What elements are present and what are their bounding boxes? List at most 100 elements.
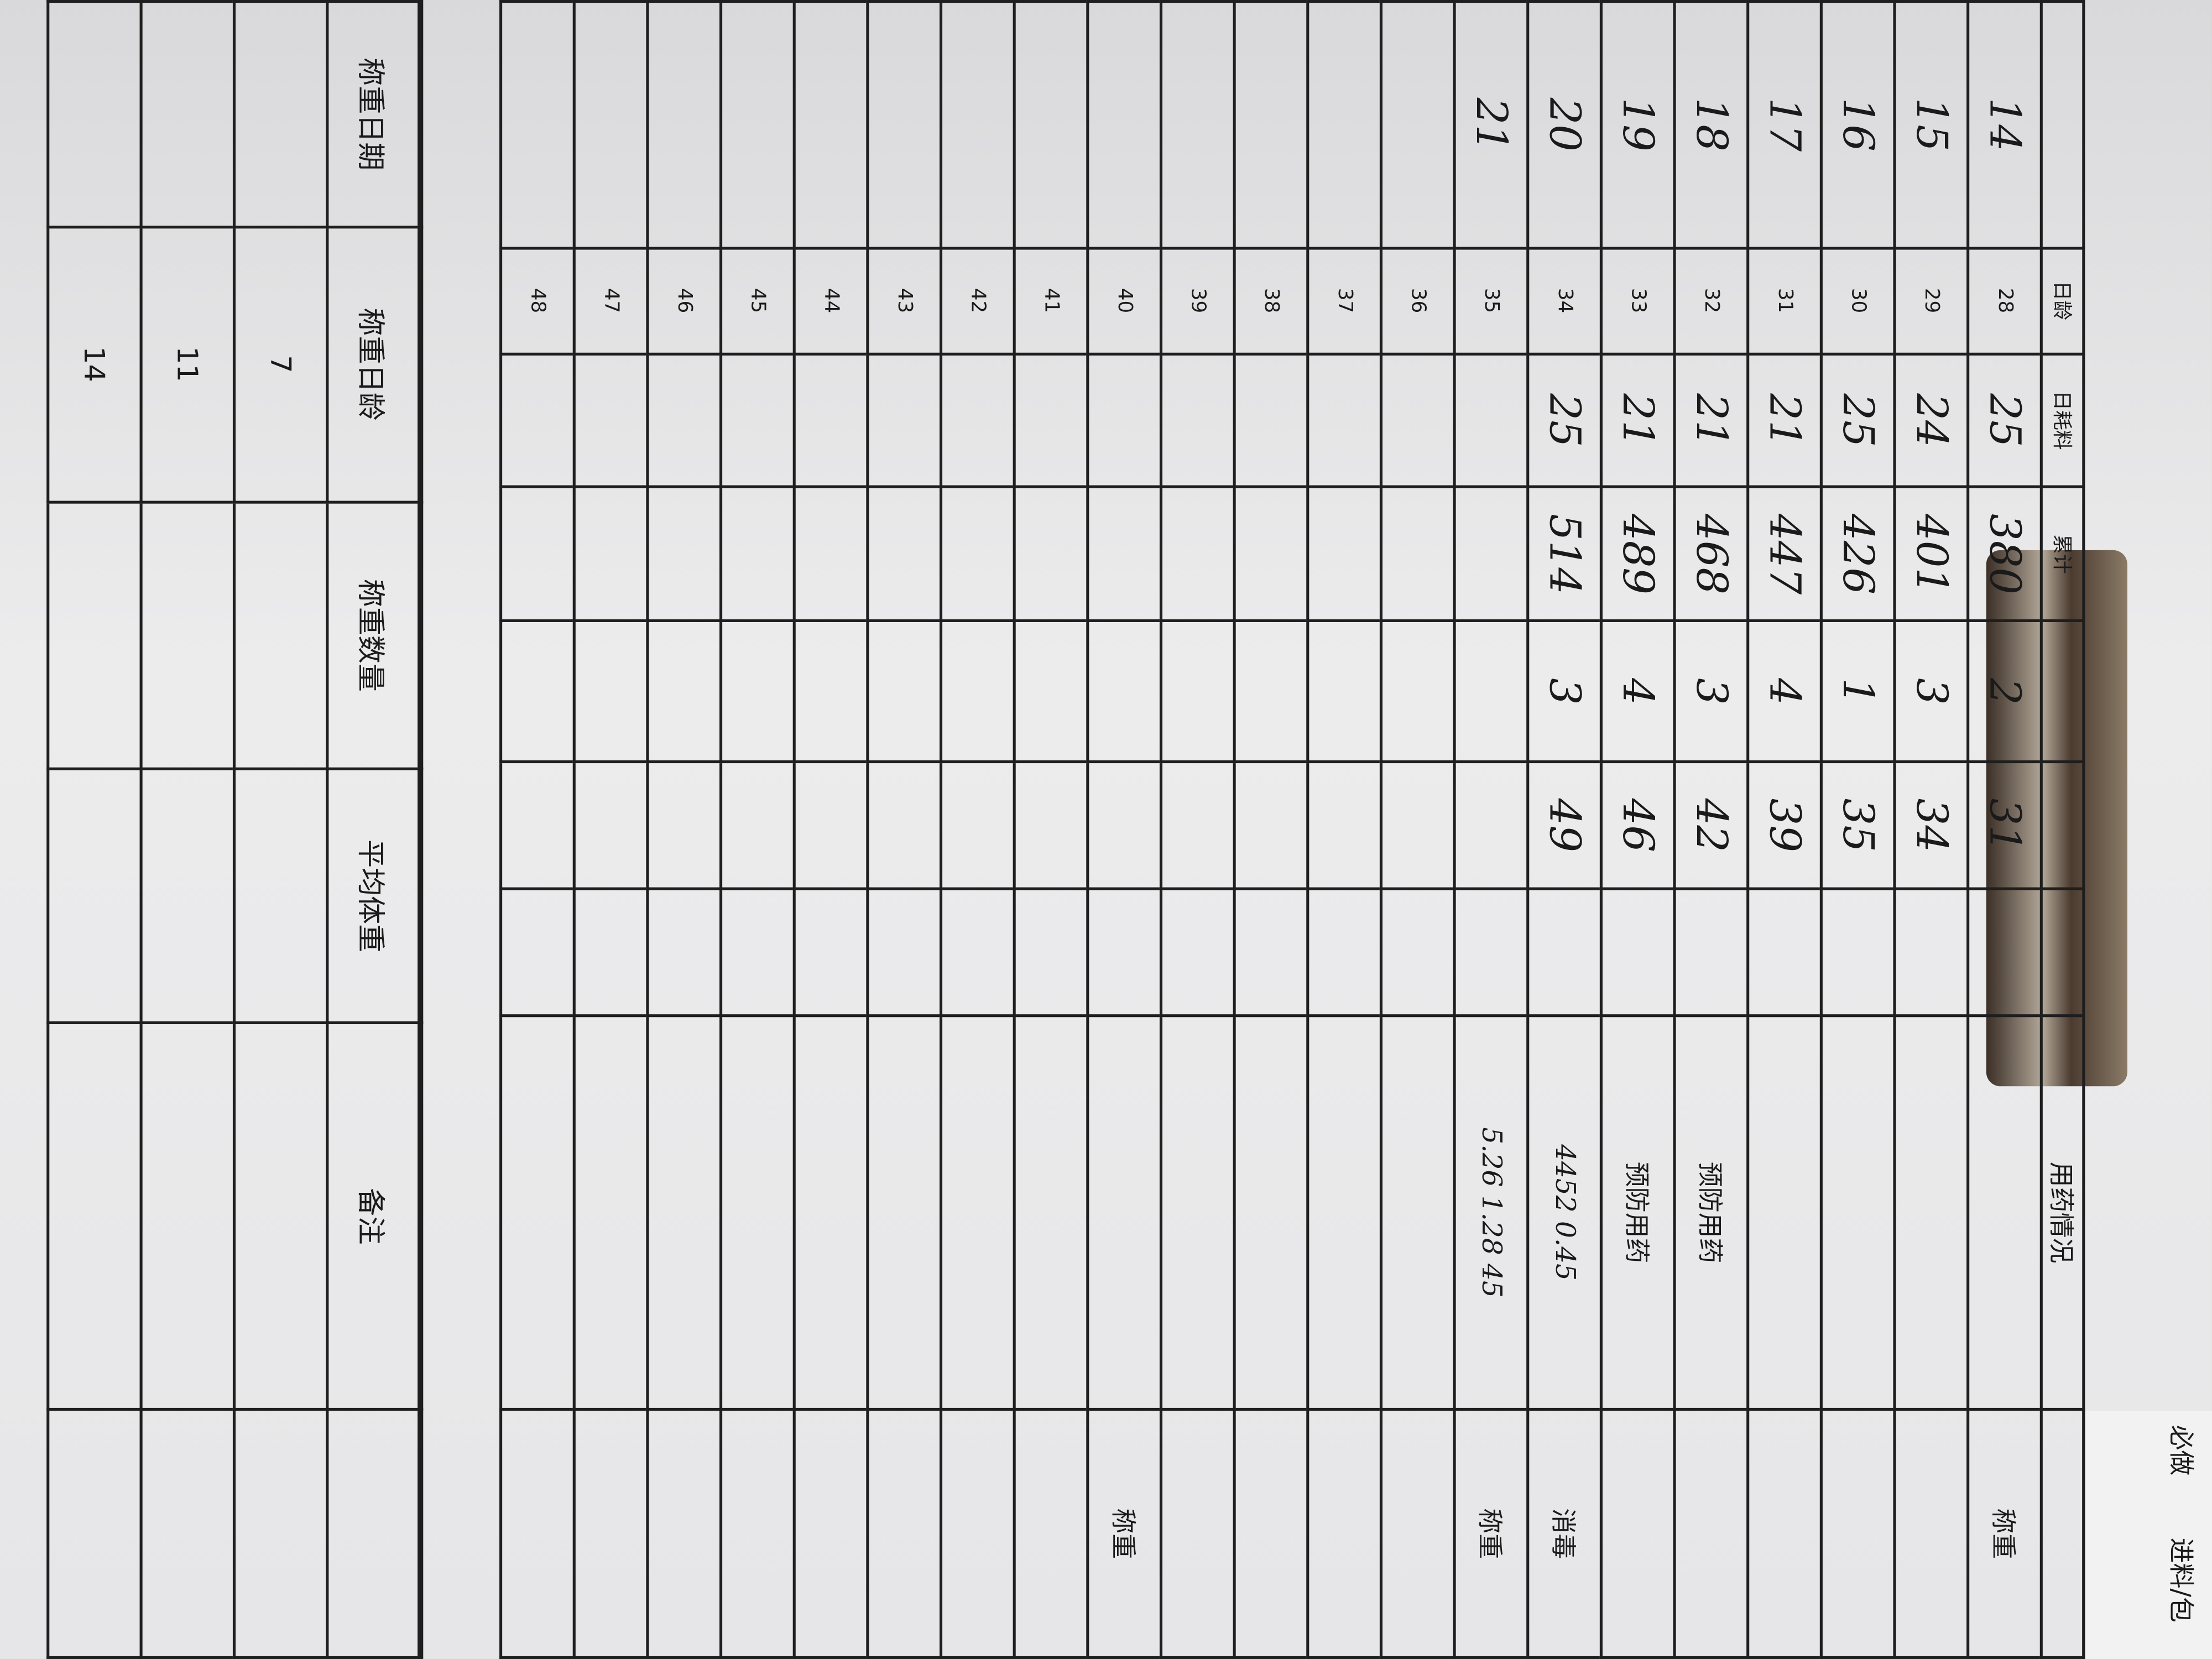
cell-feed: 21: [1674, 353, 1748, 488]
table-row: 17 31 21 447 4 39: [1747, 1, 1822, 1658]
weighing-table: 称重日期 称重日龄 称重数量 平均体重 备注 7 11 14: [46, 0, 424, 1659]
cell-age: 33: [1601, 248, 1675, 354]
cell-feed: 25: [1821, 353, 1895, 488]
cell-medication: [1381, 1015, 1455, 1410]
cell-total: [1014, 761, 1088, 889]
cell-empty: [1747, 888, 1822, 1015]
cell-day: 17: [1747, 1, 1822, 248]
cell-medication: [1894, 1015, 1968, 1410]
cell-feed: [647, 353, 721, 488]
cell-note: [1307, 1410, 1381, 1658]
cell-age: 40: [1087, 248, 1161, 354]
cell-note: 称重: [1968, 1410, 2042, 1658]
cell-cumulative: [1234, 487, 1308, 622]
cell-empty: [141, 1410, 234, 1658]
cell-empty: [1894, 888, 1968, 1015]
cell-empty: [141, 1022, 234, 1410]
cell-feed: [941, 353, 1015, 488]
cell-empty: [234, 1410, 327, 1658]
table-row: 42: [941, 1, 1015, 1658]
table-row: 48: [500, 1, 575, 1658]
table-row: 21 35 5.26 1.28 45 称重: [1454, 1, 1528, 1658]
weighing-row: 14: [48, 1, 142, 1658]
cell-empty: [574, 888, 648, 1015]
cell-age: 37: [1307, 248, 1381, 354]
cell-cumulative: 468: [1674, 487, 1748, 622]
cell-age: 45: [721, 248, 795, 354]
cell-medication: 5.26 1.28 45: [1454, 1015, 1528, 1410]
cell-feed: 21: [1601, 353, 1675, 488]
cell-age: 32: [1674, 248, 1748, 354]
cell-empty: [48, 1410, 142, 1658]
cell-day: [1161, 1, 1235, 248]
cell-total: 42: [1674, 761, 1748, 889]
cell-day: [794, 1, 868, 248]
header-avg-weight: 平均体重: [327, 769, 421, 1023]
header-daily-feed: 日耗料: [2041, 353, 2084, 488]
cell-dead: 3: [1674, 621, 1748, 762]
cell-age: 31: [1747, 248, 1822, 354]
cell-medication: [1307, 1015, 1381, 1410]
cell-medication: [647, 1015, 721, 1410]
cell-cumulative: [867, 487, 941, 622]
cell-empty: [1087, 888, 1161, 1015]
header-remarks: 备注: [327, 1022, 421, 1410]
table-row: 43: [867, 1, 941, 1658]
cell-cumulative: [1161, 487, 1235, 622]
table-row: 47: [574, 1, 648, 1658]
daily-record-table: 日龄 日耗料 累计 用药情况 14 28 25 380 2 31 称重 15 29 24 401 3 3…: [499, 0, 2085, 1659]
table-row: 44: [794, 1, 868, 1658]
cell-medication: [867, 1015, 941, 1410]
cell-dead: [1161, 621, 1235, 762]
cell-age: 35: [1454, 248, 1528, 354]
cell-age: 34: [1527, 248, 1601, 354]
cell-medication: [1161, 1015, 1235, 1410]
cell-note: 称重: [1454, 1410, 1528, 1658]
cell-medication: [500, 1015, 575, 1410]
cell-cumulative: [1087, 487, 1161, 622]
table-row: 36: [1381, 1, 1455, 1658]
cell-dead: [574, 621, 648, 762]
cell-age: 48: [500, 248, 575, 354]
cell-day: 21: [1454, 1, 1528, 248]
cell-total: [721, 761, 795, 889]
cell-total: [1087, 761, 1161, 889]
header-weigh-age: 称重日龄: [327, 227, 421, 502]
cell-day: [647, 1, 721, 248]
cell-empty: [1527, 888, 1601, 1015]
cell-total: [1307, 761, 1381, 889]
cell-day: [1381, 1, 1455, 248]
cell-cumulative: [1381, 487, 1455, 622]
cell-day: [574, 1, 648, 248]
cell-medication: 预防用药: [1674, 1015, 1748, 1410]
cell-total: [574, 761, 648, 889]
cell-dead: [721, 621, 795, 762]
cell-empty: [234, 769, 327, 1023]
cell-age: 29: [1894, 248, 1968, 354]
cell-cumulative: [794, 487, 868, 622]
header-weigh-count: 称重数量: [327, 501, 421, 769]
cell-note: [1381, 1410, 1455, 1658]
cell-dead: [1234, 621, 1308, 762]
cell-empty: [1454, 888, 1528, 1015]
cell-weigh-age: 14: [48, 227, 142, 502]
table-row: 16 30 25 426 1 35: [1821, 1, 1895, 1658]
table-row: 40 称重: [1087, 1, 1161, 1658]
cell-note: [500, 1410, 575, 1658]
cell-cumulative: [721, 487, 795, 622]
cell-day: [500, 1, 575, 248]
cell-age: 44: [794, 248, 868, 354]
cell-note: 消毒: [1527, 1410, 1601, 1658]
cell-dead: [1381, 621, 1455, 762]
cell-dead: [1087, 621, 1161, 762]
cell-cumulative: [574, 487, 648, 622]
cell-feed: 21: [1747, 353, 1822, 488]
cell-total: 49: [1527, 761, 1601, 889]
cell-medication: [1234, 1015, 1308, 1410]
under-label: 必做: [2165, 1425, 2195, 1476]
underlying-sheet: 必做 进料/包: [2082, 1411, 2212, 1659]
cell-total: 46: [1601, 761, 1675, 889]
cell-medication: [1747, 1015, 1822, 1410]
cell-day: [1087, 1, 1161, 248]
cell-empty: [234, 501, 327, 769]
